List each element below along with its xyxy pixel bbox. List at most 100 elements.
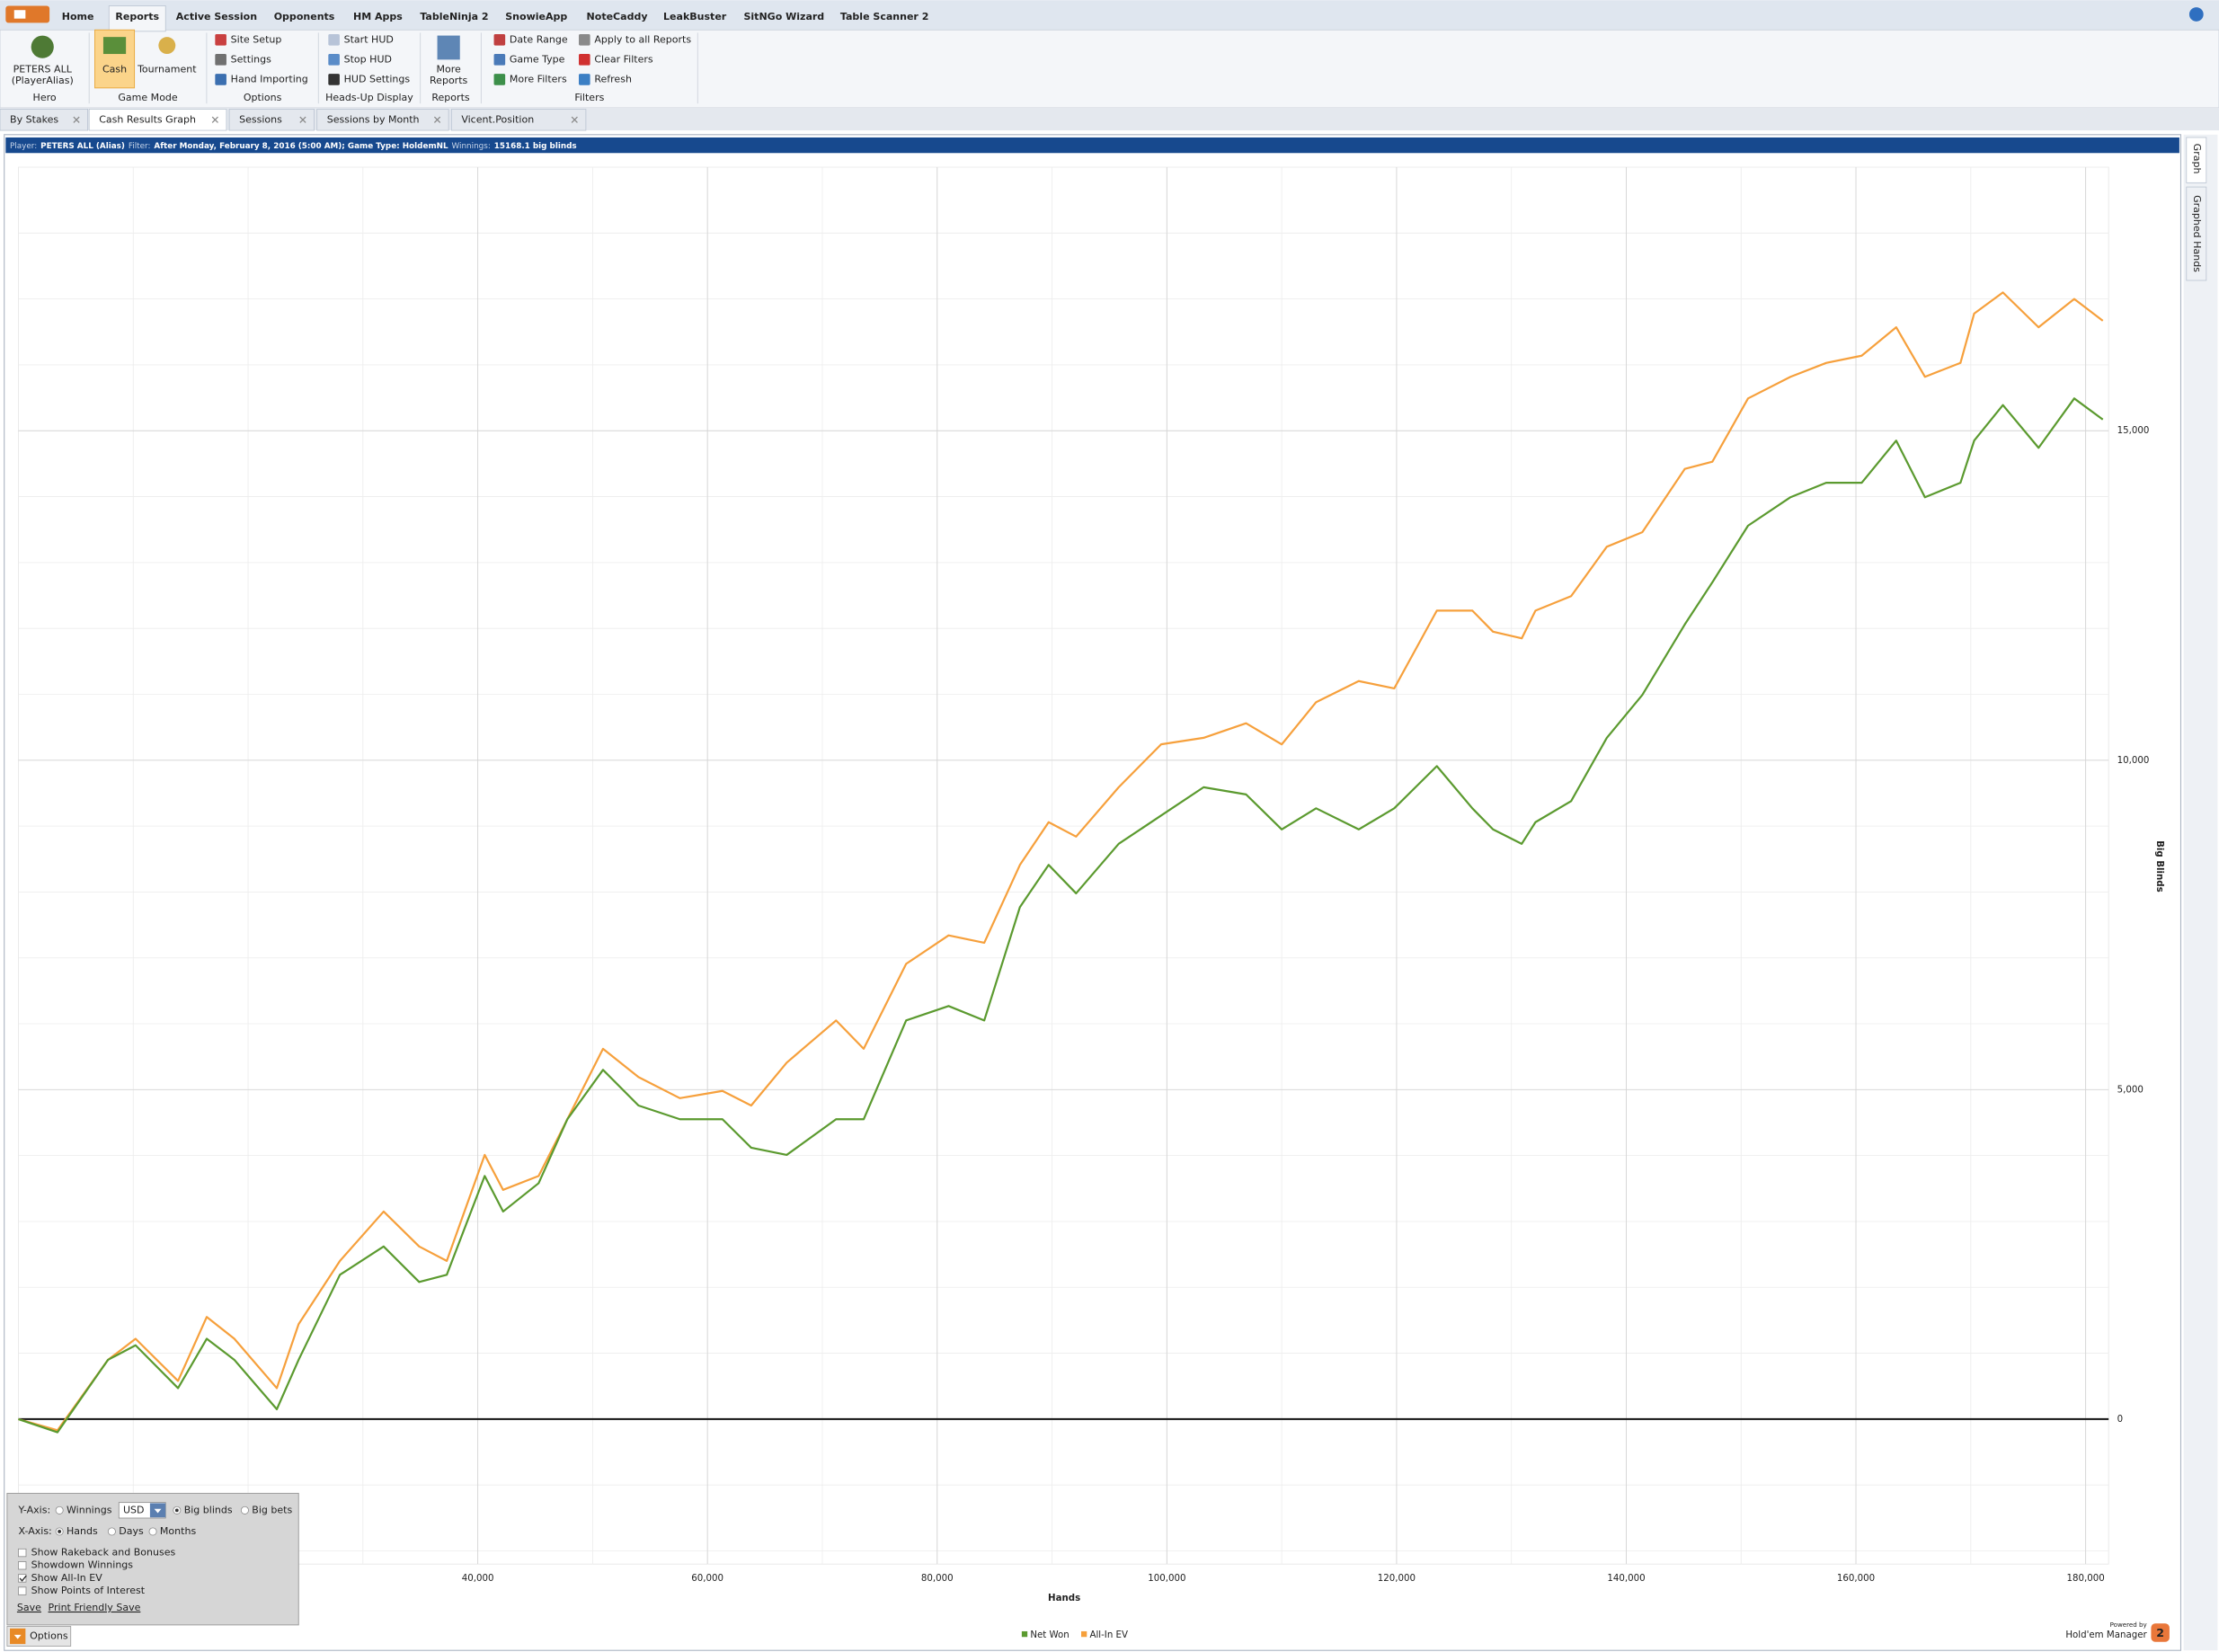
side-tab[interactable] xyxy=(2186,137,2207,183)
filter-bar xyxy=(5,137,2179,154)
option-text[interactable]: Days xyxy=(119,1525,144,1537)
checkbox[interactable] xyxy=(18,1548,27,1558)
ribbon-group-label: Options xyxy=(244,92,282,103)
ribbon-button[interactable]: Date Range xyxy=(510,33,568,45)
y-tick-label: 10,000 xyxy=(2117,756,2150,766)
option-text[interactable]: Big blinds xyxy=(184,1504,233,1515)
y-tick-label: 0 xyxy=(2117,1415,2124,1425)
legend-label: Net Won xyxy=(1030,1630,1069,1640)
ribbon-button[interactable]: Refresh xyxy=(594,73,632,84)
side-tab[interactable] xyxy=(2186,186,2207,281)
ribbon-button[interactable]: PETERS ALL xyxy=(13,63,73,75)
link[interactable]: Save xyxy=(17,1602,41,1613)
legend-swatch xyxy=(1021,1630,1028,1638)
ribbon-button[interactable]: Tournament xyxy=(137,63,197,75)
radio-dot xyxy=(174,1508,179,1513)
brand-badge: 2 xyxy=(2156,1626,2164,1639)
ribbon-button[interactable]: Reports xyxy=(430,75,468,86)
check-mark xyxy=(19,1575,27,1582)
ribbon-group-label: Hero xyxy=(33,92,57,103)
checkbox-label[interactable]: Show Points of Interest xyxy=(31,1585,146,1596)
radio-dot xyxy=(58,1530,62,1533)
side-panel xyxy=(2183,134,2218,1651)
filter-part: 15168.1 big blinds xyxy=(494,142,577,151)
doc-tab[interactable] xyxy=(88,109,227,131)
options-toggle-label[interactable]: Options xyxy=(30,1630,68,1641)
ribbon-button[interactable]: (PlayerAlias) xyxy=(12,75,74,86)
ribbon-tab[interactable]: HM Apps xyxy=(353,11,403,22)
help-icon[interactable] xyxy=(2188,7,2204,22)
radio[interactable] xyxy=(55,1505,64,1514)
doc-tab-label[interactable]: Sessions by Month xyxy=(327,113,420,125)
select-arrow-glyph xyxy=(154,1508,162,1514)
doc-tab-label[interactable]: Sessions xyxy=(239,113,282,125)
checkbox-label[interactable]: Show Rakeback and Bonuses xyxy=(31,1547,176,1559)
app-menu-icon xyxy=(13,10,26,19)
ribbon-button[interactable]: Site Setup xyxy=(231,33,282,45)
radio[interactable] xyxy=(148,1527,157,1536)
checkbox-label[interactable]: Show All-In EV xyxy=(31,1572,103,1584)
doc-tab-label[interactable]: Vicent.Position xyxy=(461,113,534,125)
ribbon-group-label: Reports xyxy=(431,92,470,103)
radio[interactable] xyxy=(107,1527,116,1536)
doc-tab[interactable] xyxy=(316,109,449,131)
ribbon-tab[interactable]: Home xyxy=(62,11,94,22)
ribbon-tab[interactable]: SitNGo Wizard xyxy=(743,11,824,22)
ribbon-tab[interactable]: TableNinja 2 xyxy=(420,11,488,22)
link[interactable]: Print Friendly Save xyxy=(49,1602,141,1613)
x-tick-label: 120,000 xyxy=(1378,1574,1416,1584)
brand-logo xyxy=(2151,1623,2170,1642)
ribbon-button[interactable]: Apply to all Reports xyxy=(594,33,691,45)
ribbon-button[interactable]: Settings xyxy=(231,53,271,65)
option-text[interactable]: Hands xyxy=(67,1525,98,1537)
tab-close[interactable] xyxy=(571,116,578,123)
ribbon-button[interactable]: Clear Filters xyxy=(594,53,653,65)
doc-tab-label[interactable]: By Stakes xyxy=(10,113,58,125)
radio[interactable] xyxy=(240,1505,249,1514)
ribbon-button[interactable]: Stop HUD xyxy=(344,53,392,65)
active-tab xyxy=(108,5,166,32)
ribbon-button[interactable]: Cash xyxy=(102,63,127,75)
filter-part: PETERS ALL (Alias) xyxy=(40,142,125,151)
option-text[interactable]: Months xyxy=(160,1525,197,1537)
tab-close[interactable] xyxy=(73,116,80,123)
ribbon-tab[interactable]: Active Session xyxy=(176,11,257,22)
option-text[interactable]: Big bets xyxy=(252,1504,292,1515)
doc-tab-label[interactable]: Cash Results Graph xyxy=(99,113,196,125)
ribbon-button[interactable]: Hand Importing xyxy=(231,73,308,84)
app-menu-button[interactable] xyxy=(5,5,50,23)
side-tab-label[interactable]: Graph xyxy=(2191,144,2203,174)
filter-part: Player: xyxy=(10,142,37,151)
x-tick-label: 100,000 xyxy=(1148,1574,1185,1584)
ribbon-button[interactable]: Game Type xyxy=(510,53,565,65)
tab-close[interactable] xyxy=(433,116,441,123)
checkbox[interactable] xyxy=(18,1586,27,1595)
checkbox[interactable] xyxy=(18,1561,27,1570)
checkbox[interactable] xyxy=(18,1574,27,1583)
ribbon-button[interactable]: More Filters xyxy=(510,73,567,84)
ribbon-tab[interactable]: Reports xyxy=(115,11,159,22)
x-tick-label: 180,000 xyxy=(2066,1574,2104,1584)
ribbon-tab[interactable]: SnowieApp xyxy=(505,11,567,22)
checkbox-label[interactable]: Showdown Winnings xyxy=(31,1559,134,1571)
doc-tab[interactable] xyxy=(0,109,89,131)
doc-tab[interactable] xyxy=(228,109,315,131)
doc-tab[interactable] xyxy=(450,109,587,131)
ribbon-button[interactable]: HUD Settings xyxy=(344,73,411,84)
option-text[interactable]: Winnings xyxy=(67,1504,112,1515)
cash-icon xyxy=(102,37,127,55)
tab-close[interactable] xyxy=(299,116,306,123)
ribbon-button[interactable]: More xyxy=(436,63,461,75)
legend-swatch xyxy=(1081,1630,1087,1638)
ribbon-tab[interactable]: Table Scanner 2 xyxy=(840,11,928,22)
button-icon xyxy=(493,74,506,85)
tab-close[interactable] xyxy=(211,116,218,123)
side-tab-label[interactable]: Graphed Hands xyxy=(2191,195,2203,272)
button-icon xyxy=(215,74,226,85)
ribbon-tab[interactable]: NoteCaddy xyxy=(587,11,648,22)
ribbon-tab[interactable]: Opponents xyxy=(274,11,335,22)
ribbon-button[interactable]: Start HUD xyxy=(344,33,394,45)
option-label: X-Axis: xyxy=(18,1525,51,1537)
ribbon-tab[interactable]: LeakBuster xyxy=(663,11,727,22)
button-icon xyxy=(579,34,590,46)
